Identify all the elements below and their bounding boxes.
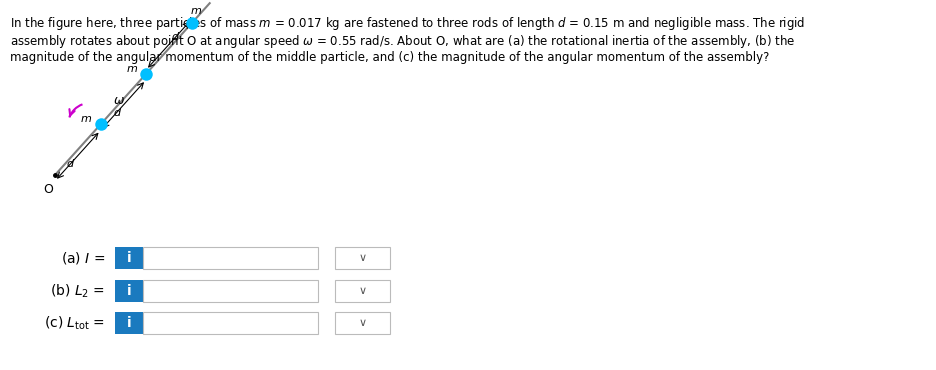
FancyBboxPatch shape [335, 280, 390, 302]
FancyBboxPatch shape [115, 312, 143, 334]
Text: ∨: ∨ [358, 286, 367, 296]
Text: d: d [171, 32, 179, 42]
Text: i: i [126, 284, 131, 298]
Text: m: m [81, 114, 92, 124]
Text: (a) $I$ =: (a) $I$ = [61, 250, 105, 266]
Text: i: i [126, 316, 131, 330]
Text: m: m [191, 6, 202, 16]
FancyBboxPatch shape [143, 247, 318, 269]
Text: ∨: ∨ [358, 253, 367, 263]
FancyBboxPatch shape [115, 247, 143, 269]
Text: d: d [113, 108, 121, 118]
Text: In the figure here, three particles of mass $m$ = 0.017 kg are fastened to three: In the figure here, three particles of m… [10, 15, 805, 32]
Text: magnitude of the angular momentum of the middle particle, and (c) the magnitude : magnitude of the angular momentum of the… [10, 51, 769, 64]
Text: ω: ω [114, 94, 124, 107]
Text: d: d [66, 159, 73, 169]
Text: (b) $L_2$ =: (b) $L_2$ = [51, 282, 105, 300]
Text: (c) $L_\mathrm{tot}$ =: (c) $L_\mathrm{tot}$ = [44, 314, 105, 332]
FancyBboxPatch shape [143, 312, 318, 334]
FancyBboxPatch shape [115, 280, 143, 302]
FancyBboxPatch shape [335, 312, 390, 334]
Text: ∨: ∨ [358, 318, 367, 328]
Text: m: m [126, 64, 138, 74]
Text: i: i [126, 251, 131, 265]
FancyBboxPatch shape [143, 280, 318, 302]
Text: O: O [43, 183, 52, 196]
Text: assembly rotates about point O at angular speed $\omega$ = 0.55 rad/s. About O, : assembly rotates about point O at angula… [10, 33, 796, 50]
FancyBboxPatch shape [335, 247, 390, 269]
